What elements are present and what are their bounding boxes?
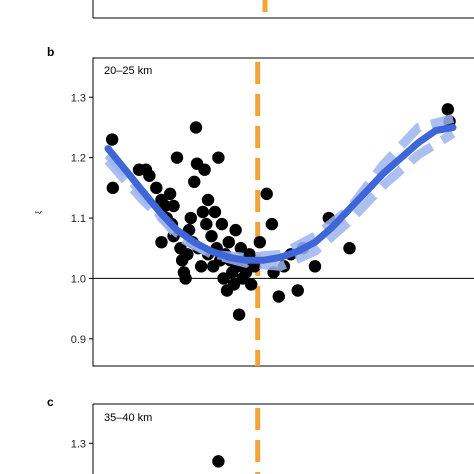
- data-point: [253, 235, 266, 249]
- data-point: [106, 181, 120, 195]
- data-point: [272, 290, 285, 303]
- panel-a: [92, 0, 474, 19]
- data-point: [222, 235, 235, 249]
- panel-b-frame: [92, 57, 474, 367]
- data-point: [215, 217, 229, 231]
- panel-c-y-tick-label: 1.3: [71, 438, 86, 450]
- data-point: [244, 278, 258, 291]
- panel-b-y-tick-label: 0.9: [71, 334, 86, 346]
- data-point: [265, 217, 279, 231]
- panel-b-ylabel: ξ: [36, 211, 43, 214]
- data-point: [200, 217, 213, 231]
- panel-b-y-tick-label: 1.2: [71, 153, 86, 165]
- panel-b-y-tick-label: 1.3: [71, 92, 86, 104]
- data-point: [205, 229, 218, 243]
- data-point: [227, 278, 241, 291]
- data-point: [229, 223, 242, 237]
- data-point: [260, 187, 273, 201]
- panel-b-y-tick-label: 1.0: [71, 273, 86, 285]
- panel-b-y-ticks: 0.9 1.0 1.1 1.2 1.3: [71, 92, 93, 346]
- data-point: [143, 169, 156, 182]
- panel-c-title: 35–40 km: [104, 412, 152, 424]
- panel-b-y-tick-label: 1.1: [71, 213, 86, 225]
- data-point: [167, 199, 180, 213]
- data-point: [105, 133, 119, 146]
- data-point: [181, 248, 194, 261]
- data-point: [196, 205, 210, 219]
- panel-b: b 20–25 km ξ 0.9 1.0 1.1 1.2 1.3: [36, 45, 474, 367]
- data-point: [179, 272, 192, 285]
- data-point: [188, 175, 201, 189]
- data-point: [234, 242, 248, 255]
- data-point: [150, 181, 163, 195]
- panel-b-title: 20–25 km: [104, 65, 152, 77]
- data-point: [155, 235, 168, 249]
- data-point: [170, 151, 184, 164]
- data-point: [208, 205, 222, 219]
- data-point: [291, 284, 304, 297]
- data-point: [441, 103, 455, 116]
- data-point: [308, 260, 322, 273]
- data-point: [212, 455, 225, 468]
- data-point: [239, 266, 253, 279]
- panel-c-letter: c: [47, 395, 54, 409]
- panel-c: c 35–40 km 1.3: [47, 395, 474, 474]
- data-point: [198, 163, 211, 176]
- data-point: [343, 242, 356, 255]
- data-point: [232, 308, 246, 321]
- panel-b-letter: b: [47, 45, 54, 59]
- data-point: [163, 187, 177, 201]
- data-point: [201, 193, 215, 207]
- panel-c-points: [212, 455, 225, 468]
- data-point: [194, 260, 208, 273]
- data-point: [217, 272, 230, 285]
- data-point: [189, 121, 203, 134]
- panel-b-fit-curve: [104, 124, 457, 264]
- panel-c-y-ticks: 1.3: [71, 438, 93, 450]
- data-point: [184, 211, 197, 225]
- data-point: [212, 151, 225, 164]
